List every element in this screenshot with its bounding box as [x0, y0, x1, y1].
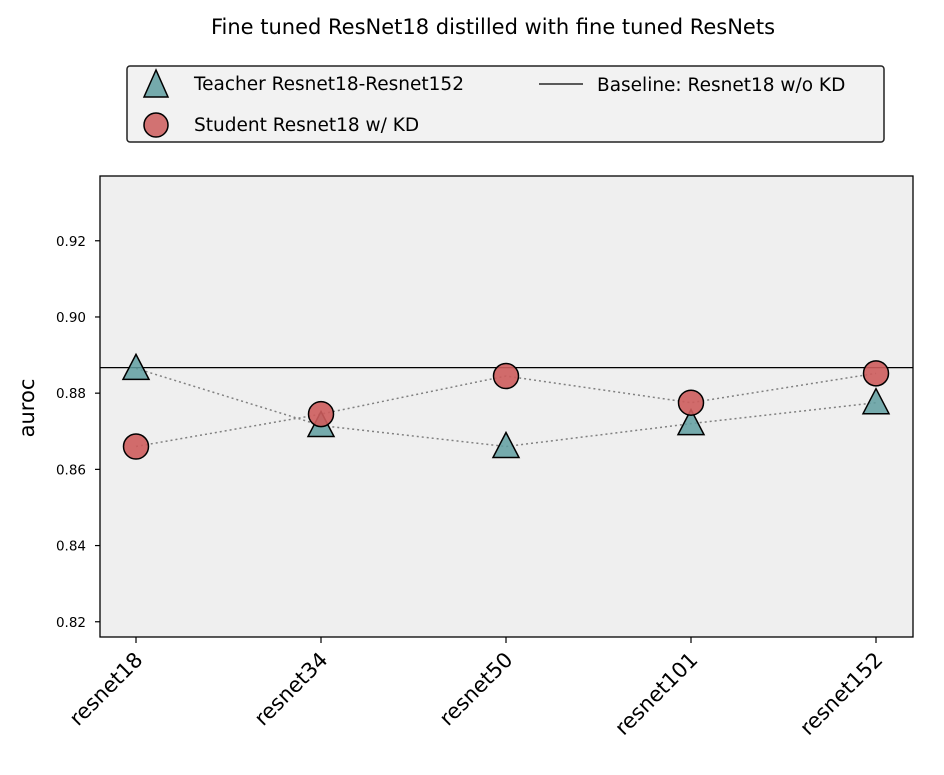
teacher-marker — [121, 352, 151, 381]
x-tick-label: resnet34 — [250, 648, 333, 731]
student-marker — [862, 360, 890, 387]
legend-baseline-label: Baseline: Resnet18 w/o KD — [597, 75, 845, 96]
legend-box — [126, 65, 885, 143]
y-tick-label: 0.90 — [56, 310, 86, 326]
y-tick-label: 0.86 — [56, 462, 86, 478]
x-tick-label: resnet152 — [795, 648, 887, 740]
plot-background — [100, 176, 913, 637]
teacher-marker — [676, 408, 706, 436]
student-marker — [122, 433, 150, 460]
y-tick-label: 0.92 — [56, 234, 86, 250]
y-axis-label: auroc — [15, 379, 39, 438]
y-axis: 0.82 0.84 0.86 0.88 0.90 0.92 — [56, 234, 100, 631]
teacher-marker — [491, 430, 521, 459]
chart-title: Fine tuned ResNet18 distilled with fine … — [211, 15, 775, 39]
x-axis: resnet18 resnet34 resnet50 resnet101 resnet1… — [65, 637, 888, 740]
y-tick-label: 0.84 — [56, 539, 86, 555]
markers — [121, 352, 891, 460]
teacher-marker — [861, 387, 891, 415]
x-tick-label: resnet18 — [65, 648, 148, 731]
x-tick-label: resnet101 — [610, 648, 702, 740]
y-tick-label: 0.82 — [56, 615, 86, 631]
student-marker — [492, 362, 520, 390]
legend-teacher-marker — [142, 68, 170, 98]
student-marker — [677, 389, 705, 416]
student-marker — [307, 400, 335, 428]
legend-teacher-label: Teacher Resnet18-Resnet152 — [193, 74, 464, 95]
plot-area — [99, 175, 914, 638]
legend-student-marker — [143, 112, 169, 138]
x-tick-label: resnet50 — [435, 648, 518, 731]
legend: Teacher Resnet18-Resnet152 Student Resne… — [126, 65, 885, 143]
legend-student-label: Student Resnet18 w/ KD — [194, 115, 419, 136]
y-tick-label: 0.88 — [56, 386, 86, 402]
